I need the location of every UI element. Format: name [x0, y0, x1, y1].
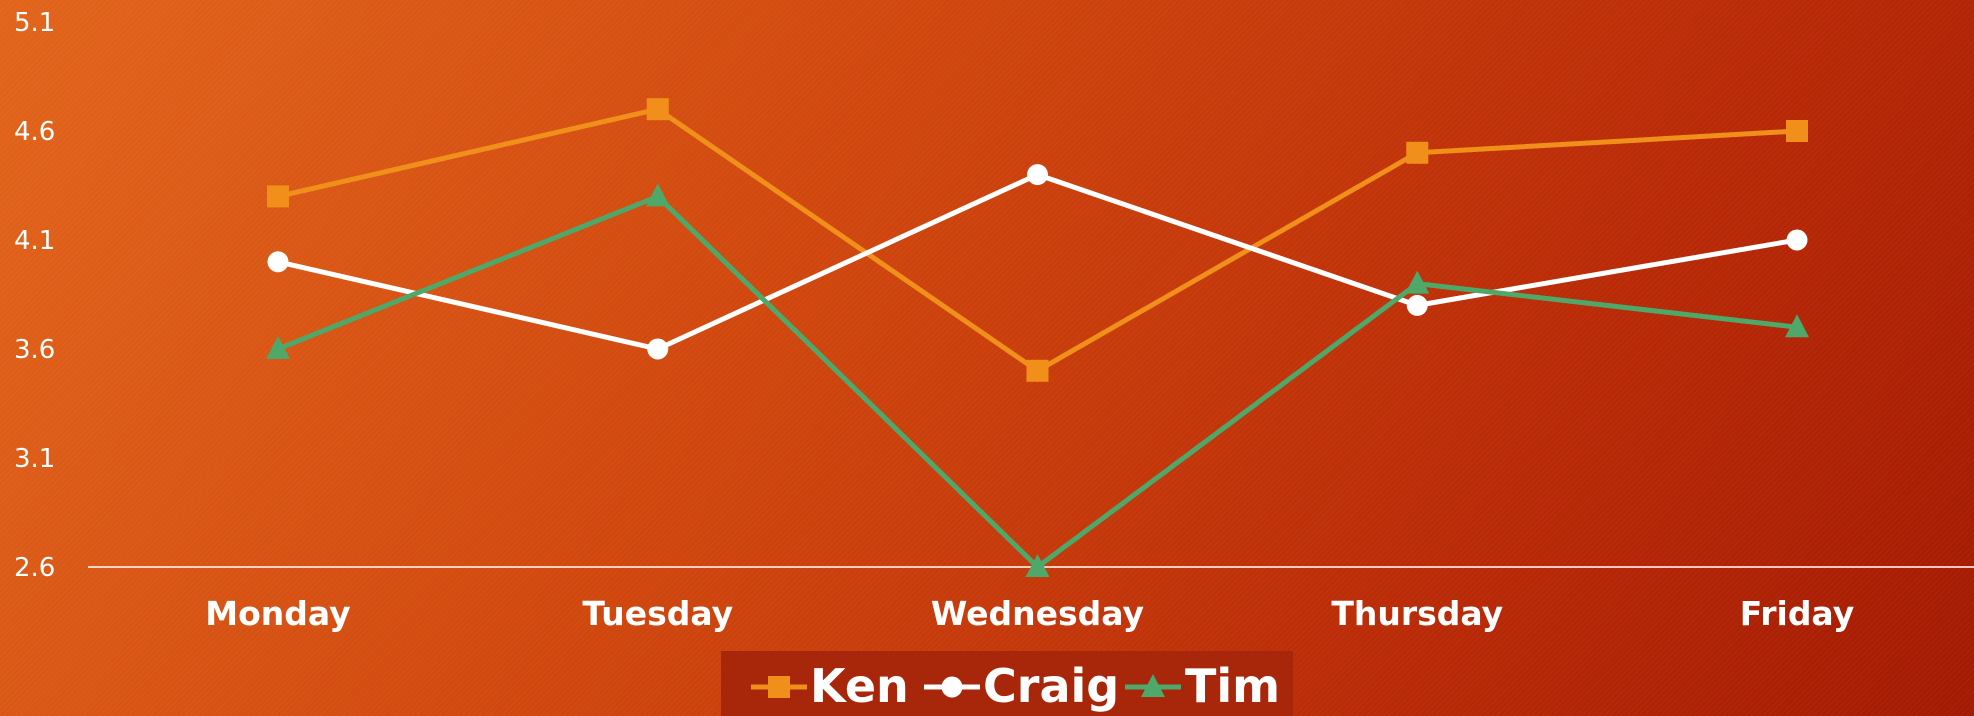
y-axis-ticks: 5.1 4.6 4.1 3.6 3.1 2.6	[14, 8, 55, 583]
data-point	[267, 251, 289, 273]
y-tick-label: 5.1	[14, 8, 55, 38]
data-point	[1786, 229, 1808, 251]
data-point	[646, 98, 669, 121]
series-line	[275, 106, 1800, 374]
data-point	[267, 185, 289, 208]
legend: Ken Craig Tim	[721, 651, 1293, 716]
series-layer	[266, 98, 1809, 577]
y-tick-label: 4.6	[14, 117, 55, 147]
x-tick-label: Thursday	[1331, 594, 1503, 633]
series-line	[275, 172, 1800, 352]
legend-item-craig: Craig	[924, 659, 1119, 713]
legend-item-tim: Tim	[1125, 659, 1280, 713]
x-tick-label: Tuesday	[582, 594, 733, 633]
legend-swatch-marker	[1141, 674, 1165, 697]
y-tick-label: 4.1	[14, 226, 55, 256]
x-tick-label: Friday	[1740, 594, 1854, 633]
data-point	[1406, 294, 1428, 316]
data-point	[1785, 314, 1809, 338]
data-point	[1405, 270, 1430, 294]
legend-label: Craig	[983, 659, 1119, 713]
legend-swatch-marker	[941, 676, 963, 698]
data-point	[647, 338, 669, 360]
y-tick-label: 2.6	[14, 553, 55, 583]
y-tick-label: 3.1	[14, 444, 55, 474]
data-point	[1406, 141, 1429, 164]
series-tim	[266, 183, 1809, 577]
series-craig	[267, 164, 1808, 360]
data-point	[1027, 164, 1048, 186]
legend-label: Ken	[810, 659, 909, 713]
series-ken	[267, 98, 1808, 382]
data-point	[645, 183, 670, 207]
x-axis-ticks: Monday Tuesday Wednesday Thursday Friday	[205, 594, 1854, 633]
legend-background	[721, 651, 1293, 716]
y-tick-label: 3.6	[14, 335, 55, 365]
data-point	[1025, 554, 1050, 577]
legend-label: Tim	[1185, 659, 1280, 713]
legend-item-ken: Ken	[751, 659, 909, 713]
data-point	[1786, 120, 1808, 142]
data-point	[266, 336, 290, 359]
legend-swatch-marker	[768, 676, 790, 698]
x-tick-label: Wednesday	[931, 594, 1144, 633]
x-tick-label: Monday	[205, 594, 350, 633]
data-point	[1026, 359, 1049, 382]
